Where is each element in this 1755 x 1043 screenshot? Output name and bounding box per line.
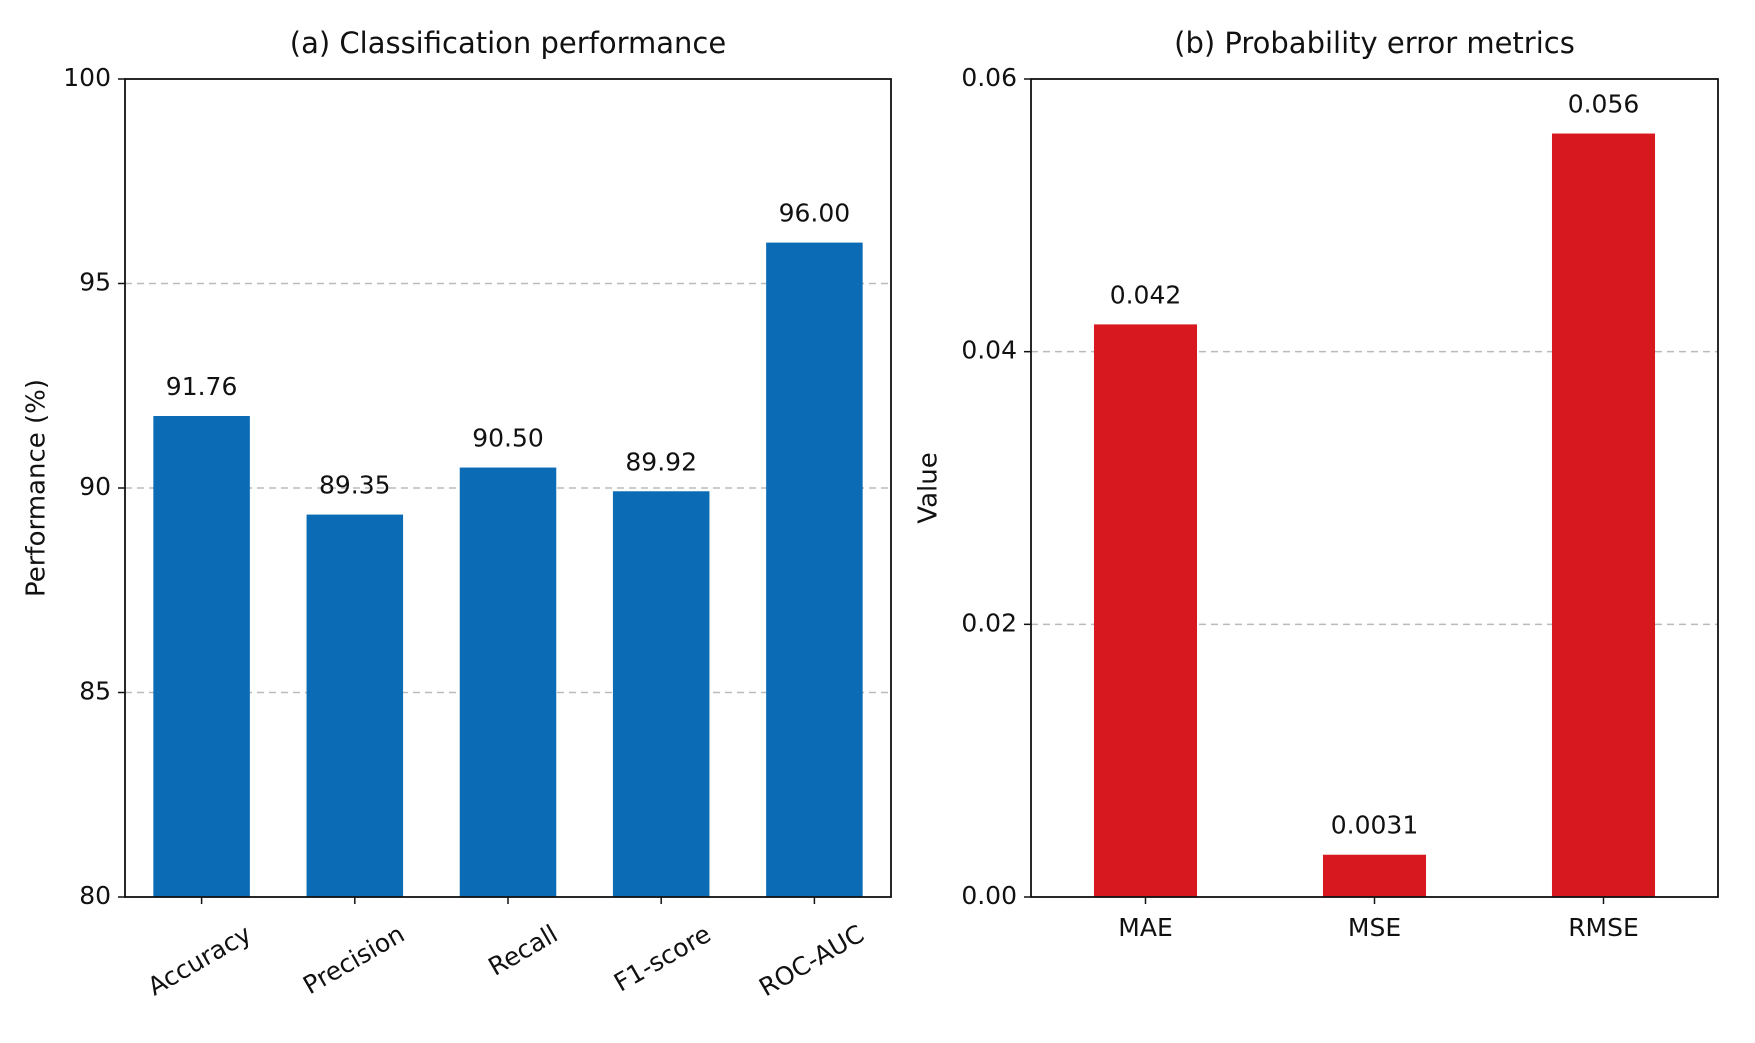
y-tick-label: 85 <box>79 677 111 706</box>
x-tick-label: Accuracy <box>143 919 257 1001</box>
y-axis-label: Value <box>914 452 944 523</box>
y-tick-label: 90 <box>79 472 111 501</box>
value-label: 0.0031 <box>1331 811 1418 840</box>
plot-frame <box>124 78 892 898</box>
value-label: 96.00 <box>779 199 851 228</box>
bar <box>153 416 250 897</box>
x-tick-label: RMSE <box>1568 913 1639 942</box>
value-label: 0.042 <box>1110 280 1182 309</box>
x-tick-label: ROC-AUC <box>754 919 869 1002</box>
bar <box>1551 133 1656 898</box>
value-label: 91.76 <box>166 372 238 401</box>
y-tick-label: 80 <box>79 881 111 910</box>
plot-frame <box>1030 78 1719 898</box>
bar <box>612 491 710 897</box>
chart-title: (a) Classification performance <box>290 26 726 60</box>
value-label: 89.92 <box>625 447 697 476</box>
y-tick-label: 0.02 <box>961 608 1017 637</box>
chart-panel: (b) Probability error metrics Value 0.00 0.… <box>914 26 1719 942</box>
bar <box>766 242 863 898</box>
y-tick-label: 95 <box>79 268 111 297</box>
x-tick-label: Recall <box>483 919 562 981</box>
chart-panel: (a) Classification performance Performanc… <box>22 26 892 1002</box>
bar <box>1322 854 1427 897</box>
bar <box>306 514 404 897</box>
x-tick-label: MSE <box>1348 913 1401 942</box>
y-tick-label: 0.06 <box>961 63 1017 92</box>
y-tick-label: 100 <box>63 63 111 92</box>
x-tick-label: F1-score <box>609 919 716 997</box>
x-tick-label: MAE <box>1118 913 1172 942</box>
y-tick-label: 0.04 <box>961 336 1017 365</box>
y-axis-label: Performance (%) <box>22 379 52 597</box>
value-label: 90.50 <box>472 424 544 453</box>
value-label: 89.35 <box>319 471 391 500</box>
value-label: 0.056 <box>1568 90 1640 119</box>
y-tick-label: 0.00 <box>961 881 1017 910</box>
bar <box>1093 324 1198 897</box>
x-tick-label: Precision <box>298 919 409 1000</box>
chart-title: (b) Probability error metrics <box>1174 26 1575 60</box>
bar <box>459 467 557 897</box>
